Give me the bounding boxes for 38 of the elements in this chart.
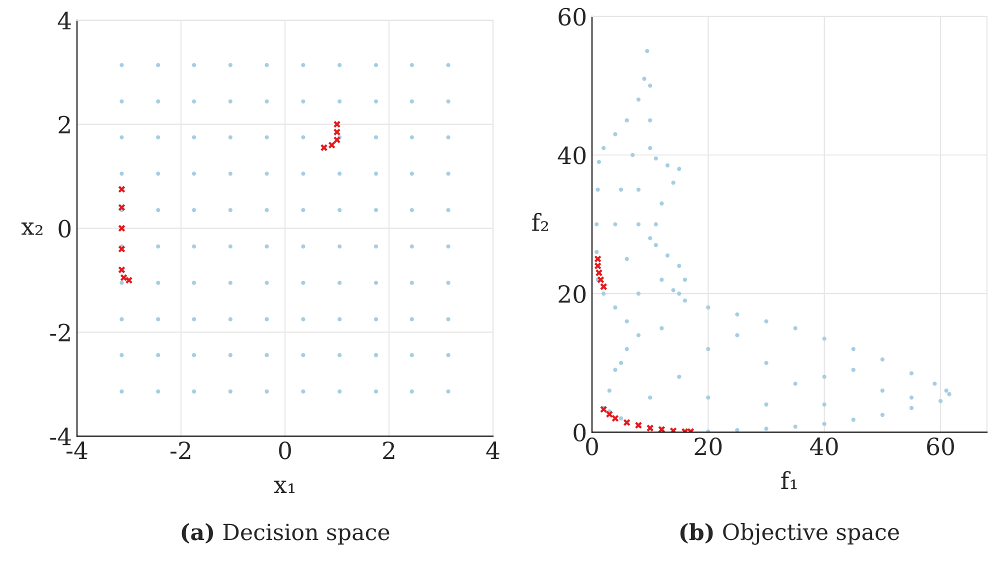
text: (a) Decision space [182, 523, 390, 545]
y-tick-label: 0 [58, 220, 71, 238]
x-tick-label: 0 [586, 438, 598, 456]
y-tick-label: 4 [58, 12, 71, 30]
point [623, 418, 631, 426]
point [333, 136, 341, 144]
point [333, 120, 341, 128]
y-tick-label: 2 [58, 116, 70, 134]
x-axis-title: f₁ [781, 471, 797, 490]
x-tick-label: 0 [279, 441, 291, 460]
y-tick-label: 20 [558, 285, 586, 303]
y-axis-title: f₂ [532, 212, 548, 231]
point [118, 266, 126, 274]
y-tick-label: 40 [558, 146, 586, 164]
point [333, 128, 341, 136]
x-tick-label: 2 [383, 441, 394, 459]
x-axis-title: x₁ [274, 480, 295, 494]
y-tick-label: 0 [574, 424, 586, 442]
x-tick-label: 4 [486, 441, 500, 459]
point [594, 255, 602, 263]
point [597, 276, 604, 284]
point [118, 186, 126, 193]
text: (b) Objective space [680, 523, 899, 545]
x-tick-label: 60 [927, 438, 954, 456]
point [118, 204, 126, 212]
x-tick-label: -2 [170, 441, 190, 459]
point [646, 424, 654, 432]
y-axis-title: x₂ [21, 222, 42, 235]
x-tick-label: 20 [694, 438, 722, 456]
y-tick-label: -2 [50, 324, 70, 342]
point [600, 406, 608, 414]
point [118, 245, 126, 253]
point [594, 262, 602, 270]
point [118, 224, 126, 232]
x-tick-label: 40 [810, 438, 838, 456]
point [595, 269, 603, 277]
y-tick-label: 60 [558, 8, 586, 26]
point [600, 282, 608, 290]
